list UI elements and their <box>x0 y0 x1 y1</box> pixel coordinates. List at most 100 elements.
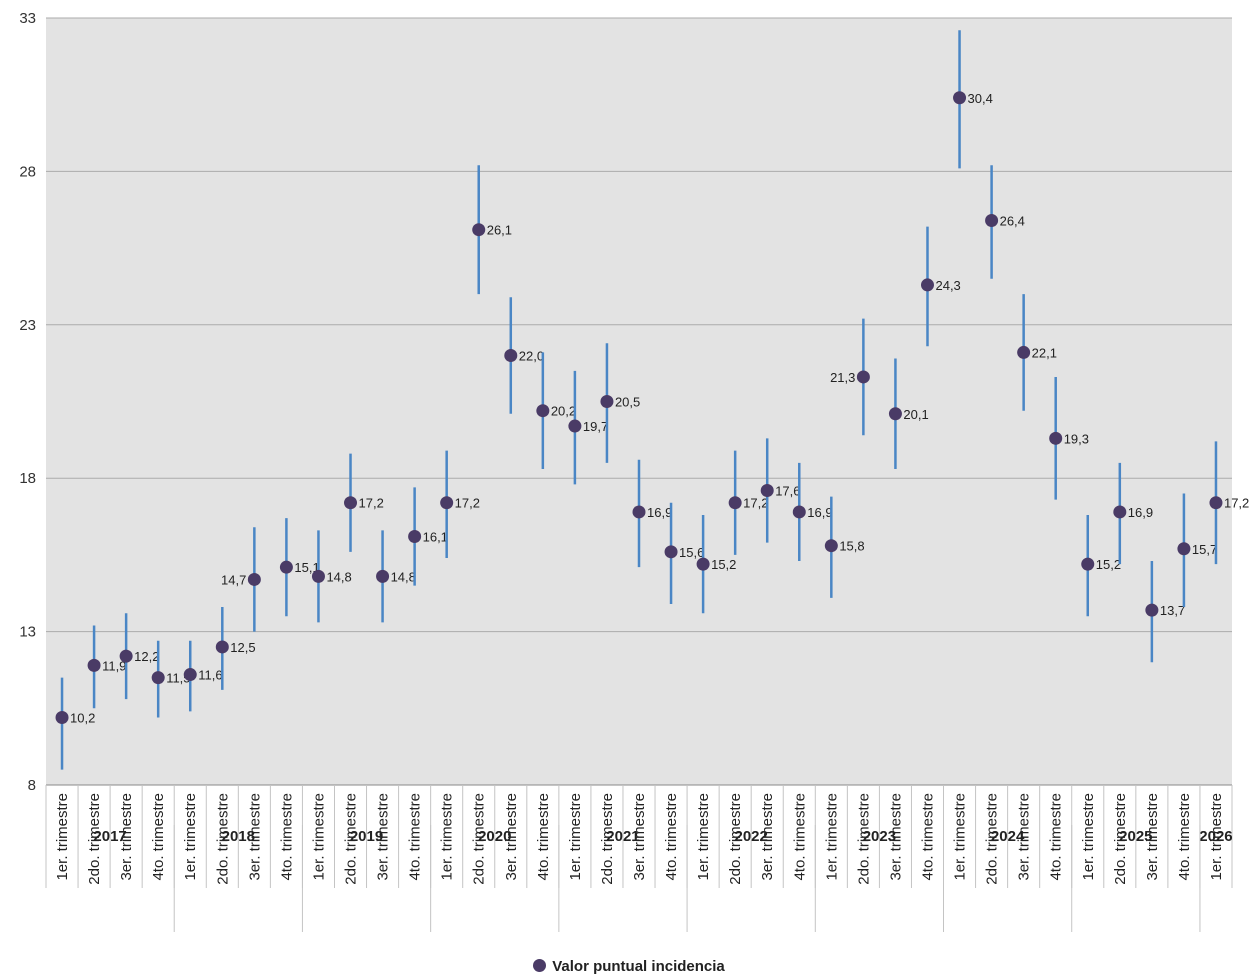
data-label: 17,2 <box>1224 496 1249 511</box>
data-point <box>504 348 518 362</box>
quarter-label: 1er. trimestre <box>823 793 840 881</box>
data-label: 20,2 <box>551 404 576 419</box>
data-point <box>119 649 133 663</box>
data-label: 20,5 <box>615 395 640 410</box>
quarter-label: 2do. trimestre <box>471 793 488 885</box>
data-point <box>792 505 806 519</box>
data-label: 20,1 <box>903 407 928 422</box>
data-point <box>536 404 550 418</box>
y-tick-label: 28 <box>19 163 36 180</box>
data-label: 13,7 <box>1160 603 1185 618</box>
data-point <box>87 658 101 672</box>
data-label: 22,0 <box>519 348 544 363</box>
year-label: 2017 <box>93 828 126 845</box>
quarter-label: 1er. trimestre <box>182 793 199 881</box>
quarter-label: 1er. trimestre <box>439 793 456 881</box>
quarter-label: 2do. trimestre <box>855 793 872 885</box>
quarter-label: 2do. trimestre <box>599 793 616 885</box>
quarter-label: 2do. trimestre <box>984 793 1001 885</box>
quarter-label: 1er. trimestre <box>695 793 712 881</box>
data-label: 17,2 <box>743 496 768 511</box>
data-point <box>408 529 422 543</box>
quarter-label: 4to. trimestre <box>663 793 680 881</box>
data-point <box>215 640 229 654</box>
quarter-label: 4to. trimestre <box>278 793 295 881</box>
year-label: 2019 <box>350 828 383 845</box>
data-label: 12,5 <box>230 640 255 655</box>
data-label: 14,7 <box>221 572 246 587</box>
data-point <box>1049 431 1063 445</box>
quarter-label: 3er. trimestre <box>246 793 263 881</box>
data-label: 30,4 <box>968 91 993 106</box>
quarter-label: 4to. trimestre <box>150 793 167 881</box>
data-label: 16,9 <box>647 505 672 520</box>
data-point <box>1177 542 1191 556</box>
quarter-label: 4to. trimestre <box>791 793 808 881</box>
data-label: 15,2 <box>711 557 736 572</box>
quarter-label: 1er. trimestre <box>567 793 584 881</box>
data-point <box>1081 557 1095 571</box>
quarter-label: 4to. trimestre <box>1176 793 1193 881</box>
quarter-label: 1er. trimestre <box>952 793 969 881</box>
data-point <box>311 569 325 583</box>
y-tick-label: 23 <box>19 317 36 334</box>
data-label: 10,2 <box>70 711 95 726</box>
data-point <box>728 496 742 510</box>
quarter-label: 1er. trimestre <box>310 793 327 881</box>
year-label: 2025 <box>1119 828 1152 845</box>
data-point <box>1017 345 1031 359</box>
plot-area <box>46 18 1232 785</box>
data-label: 19,7 <box>583 419 608 434</box>
year-label: 2022 <box>735 828 768 845</box>
quarter-label: 2do. trimestre <box>343 793 360 885</box>
year-label: 2026 <box>1199 828 1232 845</box>
data-label: 26,1 <box>487 223 512 238</box>
year-label: 2024 <box>991 828 1025 845</box>
quarter-label: 3er. trimestre <box>1016 793 1033 881</box>
quarter-label: 2do. trimestre <box>214 793 231 885</box>
year-label: 2018 <box>222 828 255 845</box>
data-point <box>696 557 710 571</box>
legend: Valor puntual incidencia <box>0 958 1258 975</box>
data-label: 24,3 <box>935 278 960 293</box>
data-point <box>344 496 358 510</box>
data-point <box>888 407 902 421</box>
data-point <box>183 668 197 682</box>
data-label: 22,1 <box>1032 345 1057 360</box>
data-point <box>985 213 999 227</box>
data-point <box>953 91 967 105</box>
data-point <box>247 572 261 586</box>
quarter-label: 3er. trimestre <box>118 793 135 881</box>
year-label: 2023 <box>863 828 896 845</box>
data-label: 16,9 <box>807 505 832 520</box>
quarter-label: 1er. trimestre <box>54 793 71 881</box>
data-point <box>1113 505 1127 519</box>
year-label: 2021 <box>606 828 639 845</box>
quarter-label: 3er. trimestre <box>1144 793 1161 881</box>
data-point <box>760 483 774 497</box>
legend-label: Valor puntual incidencia <box>552 958 725 975</box>
quarter-label: 4to. trimestre <box>1048 793 1065 881</box>
data-label: 11,6 <box>198 668 222 683</box>
data-point <box>856 370 870 384</box>
data-label: 14,8 <box>326 569 351 584</box>
quarter-label: 2do. trimestre <box>1112 793 1129 885</box>
data-label: 26,4 <box>1000 213 1025 228</box>
quarter-label: 3er. trimestre <box>631 793 648 881</box>
legend-marker <box>533 959 547 972</box>
data-label: 21,3 <box>830 370 855 385</box>
data-point <box>1209 496 1223 510</box>
quarter-label: 1er. trimestre <box>1080 793 1097 881</box>
data-point <box>664 545 678 559</box>
quarter-label: 4to. trimestre <box>407 793 424 881</box>
data-label: 19,3 <box>1064 431 1089 446</box>
data-label: 17,2 <box>359 496 384 511</box>
data-label: 15,1 <box>294 560 319 575</box>
data-label: 15,2 <box>1096 557 1121 572</box>
data-label: 17,6 <box>775 483 800 498</box>
data-label: 16,9 <box>1128 505 1153 520</box>
quarter-label: 2do. trimestre <box>86 793 103 885</box>
data-point <box>920 278 934 292</box>
data-point <box>600 395 614 408</box>
quarter-label: 4to. trimestre <box>535 793 552 881</box>
